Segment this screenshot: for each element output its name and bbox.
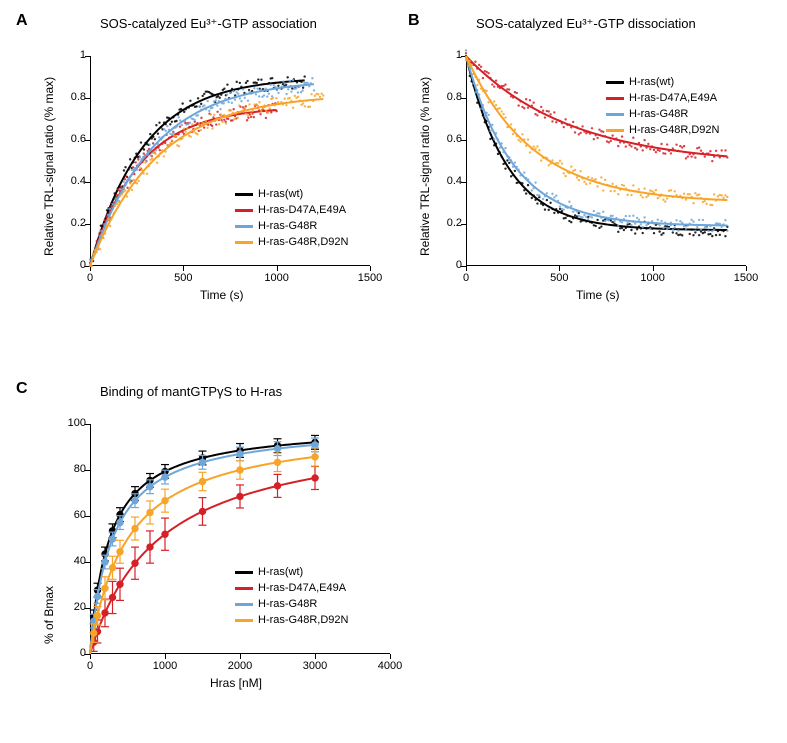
legend-swatch <box>235 209 253 212</box>
legend-swatch <box>235 603 253 606</box>
legend-item: H-ras(wt) <box>606 74 719 90</box>
legend-swatch <box>606 129 624 132</box>
legend: H-ras(wt) H-ras-D47A,E49A H-ras-G48R H-ras-… <box>235 564 348 628</box>
panel-c: CBinding of mantGTPγS to H-ras0204060801… <box>16 380 416 720</box>
legend-swatch <box>235 225 253 228</box>
legend-label: H-ras(wt) <box>258 188 303 200</box>
legend-label: H-ras-D47A,E49A <box>258 204 346 216</box>
legend-item: H-ras-G48R <box>235 218 348 234</box>
x-tick-label: 3000 <box>290 660 340 672</box>
y-tick-label: 80 <box>46 463 86 475</box>
legend-label: H-ras-G48R <box>258 220 317 232</box>
panel-a: ASOS-catalyzed Eu³⁺-GTP association00.20… <box>16 12 386 322</box>
panel-label: C <box>16 380 28 398</box>
legend-item: H-ras-G48R,D92N <box>235 612 348 628</box>
legend-item: H-ras-G48R <box>235 596 348 612</box>
y-tick-label: 40 <box>46 555 86 567</box>
panel-label: A <box>16 12 28 30</box>
x-tick-label: 1500 <box>721 272 771 284</box>
x-tick-label: 500 <box>534 272 584 284</box>
y-axis-label: % of Bmax <box>42 586 56 644</box>
y-tick-label: 60 <box>46 509 86 521</box>
y-tick-label: 0 <box>46 259 86 271</box>
legend-label: H-ras-G48R <box>258 598 317 610</box>
legend-label: H-ras-G48R,D92N <box>629 124 719 136</box>
legend-swatch <box>235 587 253 590</box>
legend-item: H-ras-G48R,D92N <box>235 234 348 250</box>
legend-swatch <box>235 571 253 574</box>
y-axis-label: Relative TRL-signal ratio (% max) <box>42 77 56 256</box>
legend-item: H-ras-D47A,E49A <box>606 90 719 106</box>
x-axis-label: Time (s) <box>200 288 244 302</box>
legend-swatch <box>606 97 624 100</box>
x-tick-label: 1500 <box>345 272 395 284</box>
legend-item: H-ras-G48R,D92N <box>606 122 719 138</box>
x-axis-label: Hras [nM] <box>210 676 262 690</box>
x-tick-label: 0 <box>65 660 115 672</box>
x-tick-label: 0 <box>441 272 491 284</box>
legend-swatch <box>606 113 624 116</box>
panel-title: SOS-catalyzed Eu³⁺-GTP dissociation <box>476 16 696 32</box>
x-tick-label: 4000 <box>365 660 415 672</box>
legend: H-ras(wt) H-ras-D47A,E49A H-ras-G48R H-ras-… <box>235 186 348 250</box>
x-tick-label: 1000 <box>252 272 302 284</box>
legend-item: H-ras-G48R <box>606 106 719 122</box>
legend-label: H-ras-G48R,D92N <box>258 236 348 248</box>
legend-item: H-ras-D47A,E49A <box>235 202 348 218</box>
x-tick-label: 0 <box>65 272 115 284</box>
legend-swatch <box>235 241 253 244</box>
y-tick-label: 1 <box>46 49 86 61</box>
legend-swatch <box>235 619 253 622</box>
legend-label: H-ras-D47A,E49A <box>629 92 717 104</box>
panel-label: B <box>408 12 420 30</box>
legend-label: H-ras-G48R <box>629 108 688 120</box>
legend-label: H-ras(wt) <box>629 76 674 88</box>
x-tick-label: 500 <box>158 272 208 284</box>
panel-b: BSOS-catalyzed Eu³⁺-GTP dissociation00.2… <box>408 12 778 322</box>
y-tick-label: 0 <box>422 259 462 271</box>
x-axis-label: Time (s) <box>576 288 620 302</box>
panel-title: Binding of mantGTPγS to H-ras <box>100 384 282 399</box>
x-tick-label: 2000 <box>215 660 265 672</box>
legend-label: H-ras-D47A,E49A <box>258 582 346 594</box>
legend-item: H-ras-D47A,E49A <box>235 580 348 596</box>
x-tick-label: 1000 <box>140 660 190 672</box>
panel-title: SOS-catalyzed Eu³⁺-GTP association <box>100 16 317 32</box>
legend: H-ras(wt) H-ras-D47A,E49A H-ras-G48R H-ras-… <box>606 74 719 138</box>
y-axis-label: Relative TRL-signal ratio (% max) <box>418 77 432 256</box>
legend-item: H-ras(wt) <box>235 186 348 202</box>
legend-swatch <box>235 193 253 196</box>
y-tick-label: 0 <box>46 647 86 659</box>
legend-label: H-ras(wt) <box>258 566 303 578</box>
legend-item: H-ras(wt) <box>235 564 348 580</box>
x-tick-label: 1000 <box>628 272 678 284</box>
legend-swatch <box>606 81 624 84</box>
y-tick-label: 1 <box>422 49 462 61</box>
legend-label: H-ras-G48R,D92N <box>258 614 348 626</box>
y-tick-label: 100 <box>46 417 86 429</box>
